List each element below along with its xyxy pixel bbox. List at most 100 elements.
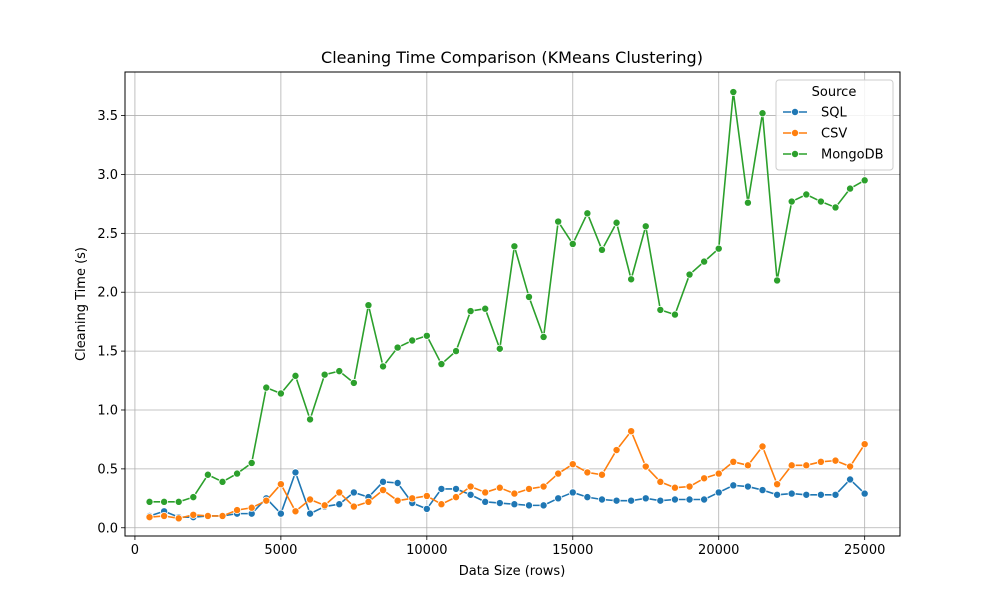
data-point-csv	[349, 502, 358, 511]
data-point-csv	[218, 511, 227, 520]
data-point-mongodb	[466, 307, 475, 316]
y-axis-title: Cleaning Time (s)	[74, 247, 89, 361]
y-tick-label: 3.0	[97, 168, 118, 183]
data-point-csv	[773, 480, 782, 489]
data-point-csv	[233, 506, 242, 515]
data-point-sql	[510, 500, 519, 509]
y-tick-label: 1.5	[97, 345, 118, 360]
data-point-csv	[524, 484, 533, 493]
data-point-mongodb	[773, 276, 782, 285]
data-point-sql	[335, 500, 344, 509]
data-point-mongodb	[860, 176, 869, 185]
legend-label: SQL	[821, 106, 847, 121]
data-point-sql	[743, 482, 752, 491]
data-point-mongodb	[554, 217, 563, 226]
data-point-csv	[700, 474, 709, 483]
data-point-csv	[452, 493, 461, 502]
data-point-csv	[583, 468, 592, 477]
data-point-csv	[379, 486, 388, 495]
data-point-sql	[831, 490, 840, 499]
data-point-mongodb	[743, 198, 752, 207]
data-point-sql	[452, 484, 461, 493]
x-tick-label: 5000	[264, 543, 297, 558]
data-point-mongodb	[816, 197, 825, 206]
data-point-sql	[729, 481, 738, 490]
x-tick-label: 10000	[406, 543, 447, 558]
data-point-csv	[495, 483, 504, 492]
data-point-sql	[276, 509, 285, 518]
data-point-csv	[437, 500, 446, 509]
data-point-csv	[597, 470, 606, 479]
data-point-mongodb	[160, 497, 169, 506]
data-point-sql	[612, 496, 621, 505]
legend-swatch-marker	[791, 108, 800, 117]
data-point-sql	[846, 475, 855, 484]
data-point-mongodb	[189, 493, 198, 502]
data-point-mongodb	[349, 378, 358, 387]
data-point-sql	[802, 490, 811, 499]
data-point-mongodb	[174, 497, 183, 506]
data-point-mongodb	[218, 477, 227, 486]
data-point-sql	[379, 477, 388, 486]
data-point-csv	[568, 460, 577, 469]
data-point-sql	[495, 499, 504, 508]
data-point-csv	[685, 482, 694, 491]
data-point-mongodb	[714, 244, 723, 253]
data-point-csv	[174, 514, 183, 523]
data-point-csv	[539, 482, 548, 491]
data-point-sql	[481, 497, 490, 506]
data-point-sql	[393, 479, 402, 488]
data-point-csv	[729, 457, 738, 466]
data-point-csv	[335, 488, 344, 497]
y-tick-label: 1.0	[97, 403, 118, 418]
data-point-sql	[685, 495, 694, 504]
series-group	[145, 88, 869, 523]
legend-title: Source	[812, 85, 857, 100]
x-tick-label: 0	[131, 543, 139, 558]
data-point-mongodb	[539, 332, 548, 341]
data-point-sql	[670, 495, 679, 504]
data-point-csv	[364, 497, 373, 506]
legend-swatch-marker	[791, 128, 800, 137]
data-point-csv	[831, 456, 840, 465]
data-point-mongodb	[452, 347, 461, 356]
legend-items: SQL CSV MongoDB	[783, 106, 884, 163]
data-point-mongodb	[145, 497, 154, 506]
data-point-csv	[247, 503, 256, 512]
data-point-sql	[437, 484, 446, 493]
data-point-mongodb	[700, 257, 709, 266]
data-point-csv	[145, 513, 154, 522]
data-point-csv	[393, 496, 402, 505]
y-tick-label: 0.0	[97, 521, 118, 536]
data-point-csv	[554, 469, 563, 478]
data-point-mongodb	[656, 305, 665, 314]
data-point-sql	[773, 490, 782, 499]
legend-item-sql: SQL	[783, 106, 847, 121]
y-tick-label: 0.5	[97, 462, 118, 477]
data-point-csv	[743, 461, 752, 470]
data-point-mongodb	[510, 242, 519, 251]
data-point-mongodb	[422, 331, 431, 340]
series-mongodb	[145, 88, 869, 506]
data-point-csv	[510, 489, 519, 498]
data-point-sql	[758, 486, 767, 495]
data-point-mongodb	[306, 415, 315, 424]
data-point-mongodb	[379, 362, 388, 371]
data-point-csv	[306, 495, 315, 504]
data-point-sql	[627, 496, 636, 505]
data-point-csv	[656, 477, 665, 486]
data-point-csv	[160, 511, 169, 520]
data-point-mongodb	[685, 270, 694, 279]
data-point-mongodb	[831, 203, 840, 212]
data-point-sql	[554, 494, 563, 503]
data-point-mongodb	[495, 344, 504, 353]
legend-swatch-marker	[791, 149, 800, 158]
data-point-csv	[481, 488, 490, 497]
data-point-mongodb	[408, 336, 417, 345]
data-point-mongodb	[627, 275, 636, 284]
series-sql	[145, 468, 869, 522]
data-point-sql	[466, 490, 475, 499]
data-point-csv	[291, 507, 300, 516]
data-point-sql	[860, 489, 869, 498]
